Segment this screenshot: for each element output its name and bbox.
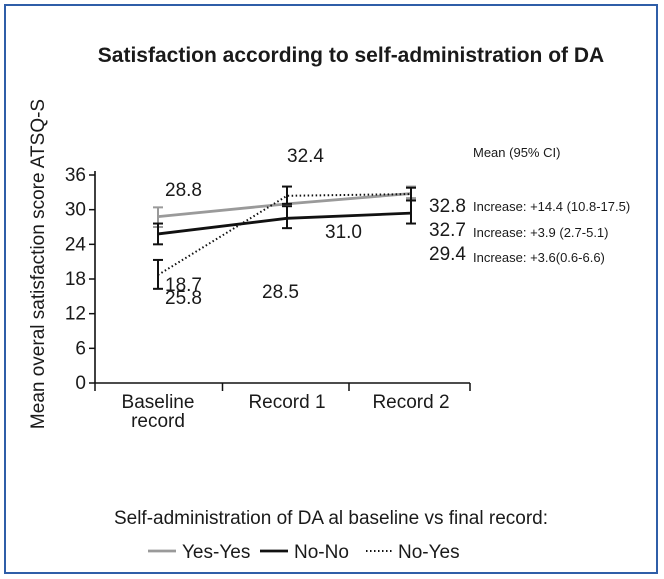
y-tick-label: 6 (75, 338, 86, 359)
x-tick-label: Record 2 (372, 392, 449, 413)
y-tick-label: 24 (65, 234, 87, 255)
legend: Yes-Yes No-No No-Yes (148, 542, 460, 563)
y-tick-label: 18 (65, 269, 86, 290)
data-labels: 28.8 31.0 32.8 25.8 28.5 29.4 18.7 32.4 32.7 Incr… (165, 146, 630, 309)
y-tick-label: 30 (65, 200, 86, 221)
legend-label: Yes-Yes (182, 542, 250, 563)
increase-annotation: Increase: +14.4 (10.8-17.5) (473, 199, 630, 214)
x-tick-label: Baseline (122, 392, 195, 413)
data-label: 25.8 (165, 288, 202, 309)
annotation-header: Mean (95% CI) (473, 145, 560, 160)
increase-annotation: Increase: +3.9 (2.7-5.1) (473, 225, 609, 240)
y-axis-label: Mean overal satisfaction score ATSQ-S (28, 99, 49, 429)
chart-title: Satisfaction according to self-administr… (98, 44, 604, 67)
x-tick-label: Record 1 (248, 392, 325, 413)
data-marks (153, 185, 416, 290)
chart-frame (4, 4, 658, 574)
data-label: 28.8 (165, 180, 202, 201)
x-tick-label: record (131, 411, 185, 432)
increase-annotation: Increase: +3.6(0.6-6.6) (473, 250, 605, 265)
y-tick-label: 12 (65, 304, 86, 325)
y-tick-label: 0 (75, 373, 86, 394)
series-line-no-no (157, 211, 412, 236)
data-label: 29.4 (429, 244, 466, 265)
data-label: 31.0 (325, 222, 362, 243)
data-label: 18.7 (165, 275, 202, 296)
data-label: 28.5 (262, 282, 299, 303)
legend-label: No-Yes (398, 542, 460, 563)
legend-label: No-No (294, 542, 349, 563)
data-label: 32.7 (429, 220, 466, 241)
y-tick-label: 36 (65, 165, 86, 186)
data-label: 32.4 (287, 146, 324, 167)
data-label: 32.8 (429, 196, 466, 217)
legend-title: Self-administration of DA al baseline vs… (114, 508, 548, 529)
